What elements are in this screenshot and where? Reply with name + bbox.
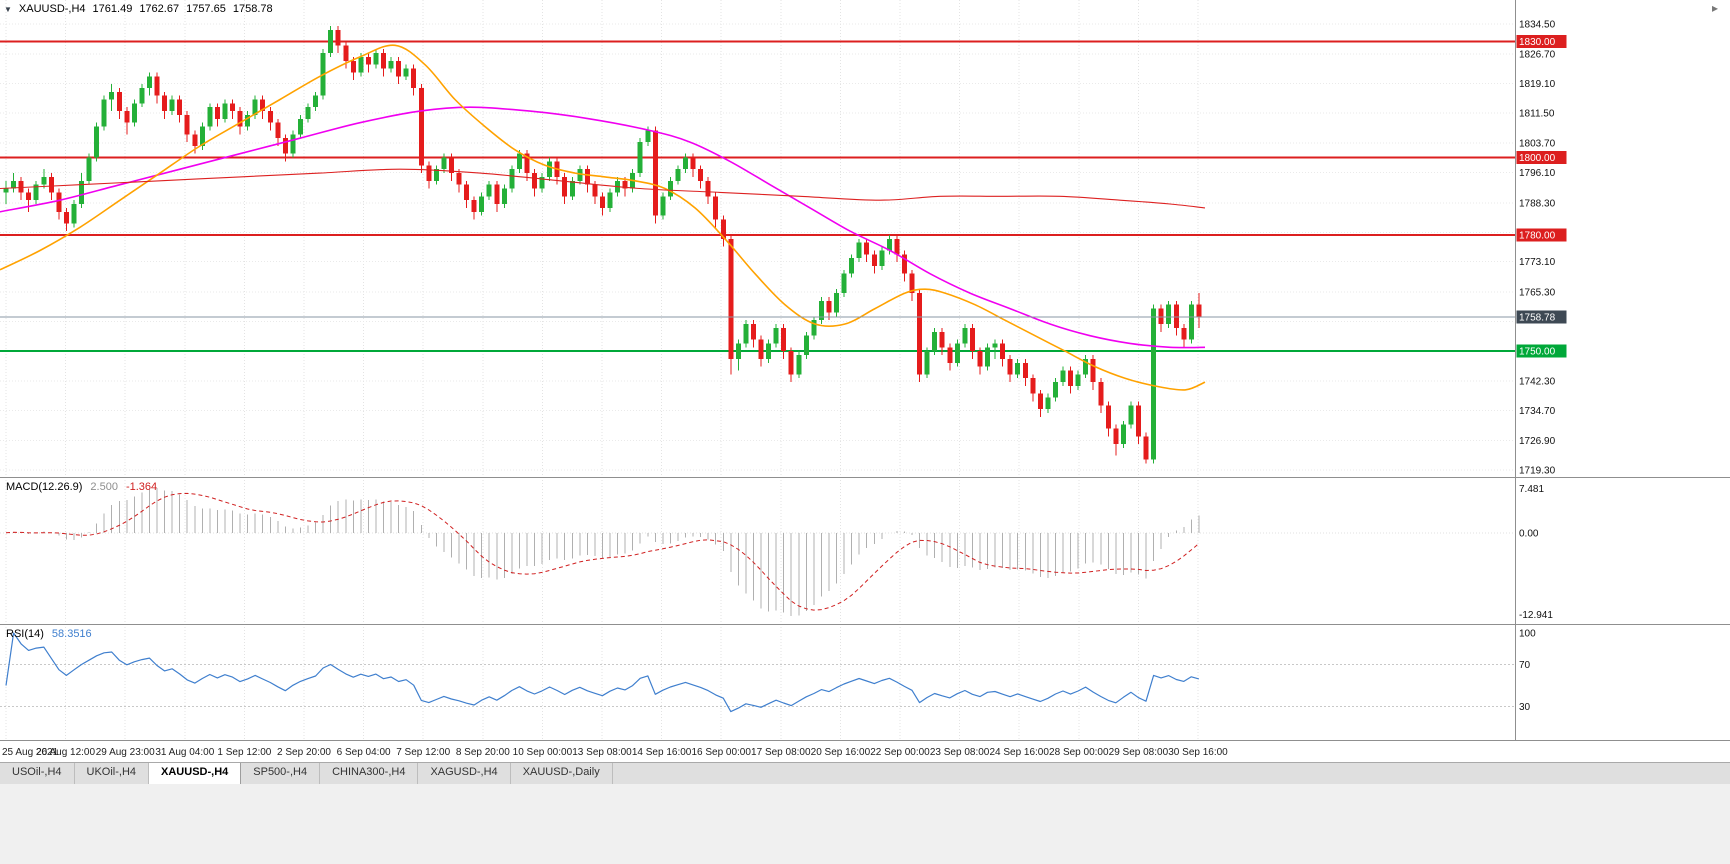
rsi-panel-title: RSI(14) 58.3516 (6, 628, 92, 640)
price-badge-1750.00-label: 1750.00 (1519, 347, 1556, 358)
rsi-value: 58.3516 (51, 628, 92, 640)
macd-axis-max: 7.481 (1519, 484, 1544, 495)
tab-xauusd-h4[interactable]: XAUUSD-,H4 (149, 763, 242, 784)
rsi-line (5, 632, 1200, 713)
time-tick-label: 6 Sep 04:00 (337, 747, 391, 758)
price-badge-1780.00 (1516, 228, 1567, 242)
time-tick-label: 2 Sep 20:00 (277, 747, 331, 758)
hlines-layer (0, 40, 1515, 353)
chart-symbol-period: XAUUSD-,H4 (18, 3, 86, 15)
price-tick-label: 1834.50 (1519, 20, 1556, 31)
price-tick-label: 1788.30 (1519, 198, 1556, 209)
tab-usoil-h4[interactable]: USOil-,H4 (0, 763, 75, 784)
price-tick-label: 1826.70 (1519, 50, 1556, 61)
macd-main-value: 2.500 (90, 481, 118, 493)
time-tick-label: 14 Sep 16:00 (632, 747, 692, 758)
ma-magenta-line (0, 106, 1206, 349)
price-axis: 1834.50 1826.70 1819.10 1811.50 1803.70 1796.… (1516, 20, 1567, 713)
time-tick-label: 30 Sep 16:00 (1168, 747, 1228, 758)
time-tick-label: 8 Sep 20:00 (456, 747, 510, 758)
price-tick-label: 1773.10 (1519, 257, 1556, 268)
ohlc-low: 1757.65 (186, 3, 226, 15)
rsi-axis-70: 70 (1519, 660, 1531, 671)
rsi-title: RSI(14) (6, 628, 44, 640)
price-badge-1800.00-label: 1800.00 (1519, 153, 1556, 164)
time-tick-label: 20 Sep 16:00 (811, 747, 871, 758)
bid-price-badge-label: 1758.78 (1519, 313, 1556, 324)
price-tick-label: 1796.10 (1519, 168, 1556, 179)
macd-axis-zero: 0.00 (1519, 528, 1539, 539)
price-tick-label: 1811.50 (1519, 109, 1555, 120)
panel-borders (0, 0, 1730, 741)
price-tick-label: 1803.70 (1519, 139, 1556, 150)
price-badge-1800.00 (1516, 151, 1567, 165)
macd-signal-line (5, 492, 1200, 611)
price-tick-label: 1765.30 (1519, 287, 1556, 298)
price-badge-1830.00-label: 1830.00 (1519, 37, 1556, 48)
time-tick-label: 10 Sep 00:00 (513, 747, 573, 758)
time-tick-label: 16 Sep 00:00 (691, 747, 751, 758)
tab-china300-h4[interactable]: CHINA300-,H4 (320, 763, 419, 784)
chart-header: ▼ XAUUSD-,H4 1761.49 1762.67 1757.65 175… (4, 3, 273, 15)
rsi-axis-30: 30 (1519, 702, 1531, 713)
macd-title: MACD(12.26.9) (6, 481, 83, 493)
auto-scroll-icon[interactable]: ▸ (1711, 1, 1718, 15)
tab-xagusd-h4[interactable]: XAGUSD-,H4 (418, 763, 511, 784)
chart-area[interactable]: 1834.50 1826.70 1819.10 1811.50 1803.70 1796.… (0, 0, 1730, 762)
tab-sp500-h4[interactable]: SP500-,H4 (241, 763, 321, 784)
price-tick-label: 1719.30 (1519, 465, 1556, 476)
time-tick-label: 26 Aug 12:00 (36, 747, 95, 758)
price-tick-label: 1742.30 (1519, 376, 1556, 387)
price-tick-label: 1726.90 (1519, 436, 1556, 447)
symbol-dropdown-icon[interactable]: ▼ (4, 4, 12, 14)
time-tick-label: 23 Sep 08:00 (930, 747, 990, 758)
time-tick-label: 24 Sep 16:00 (989, 747, 1049, 758)
ma-orange-line (0, 44, 1206, 391)
time-tick-label: 7 Sep 12:00 (396, 747, 450, 758)
tab-ukoil-h4[interactable]: UKOil-,H4 (75, 763, 150, 784)
macd-axis-min: -12.941 (1519, 610, 1553, 621)
time-tick-label: 29 Aug 23:00 (96, 747, 155, 758)
time-tick-label: 31 Aug 04:00 (155, 747, 214, 758)
time-tick-label: 17 Sep 08:00 (751, 747, 811, 758)
ma-red-line (0, 168, 1206, 209)
window-background (0, 784, 1730, 864)
ohlc-open: 1761.49 (92, 3, 133, 15)
ohlc-close: 1758.78 (232, 3, 273, 15)
macd-signal-value: -1.364 (125, 481, 158, 493)
time-tick-label: 22 Sep 00:00 (870, 747, 930, 758)
time-tick-label: 28 Sep 00:00 (1049, 747, 1109, 758)
time-tick-label: 25 Aug 2021 (2, 747, 59, 758)
bid-price-badge (1516, 310, 1567, 324)
chart-tab-bar: USOil-,H4 UKOil-,H4 XAUUSD-,H4 SP500-,H4… (0, 762, 1730, 784)
price-tick-label: 1734.70 (1519, 406, 1556, 417)
price-badge-1830.00 (1516, 34, 1567, 48)
price-badge-1780.00-label: 1780.00 (1519, 230, 1556, 241)
macd-panel-title: MACD(12.26.9) 2.500 -1.364 (6, 481, 157, 493)
tab-xauusd-daily[interactable]: XAUUSD-,Daily (511, 763, 613, 784)
time-tick-label: 29 Sep 08:00 (1109, 747, 1169, 758)
rsi-axis-100: 100 (1519, 629, 1536, 640)
price-badge-1750.00 (1516, 344, 1567, 358)
ohlc-high: 1762.67 (139, 3, 180, 15)
price-tick-label: 1819.10 (1519, 79, 1556, 90)
time-tick-label: 13 Sep 08:00 (572, 747, 632, 758)
time-tick-label: 1 Sep 12:00 (217, 747, 271, 758)
